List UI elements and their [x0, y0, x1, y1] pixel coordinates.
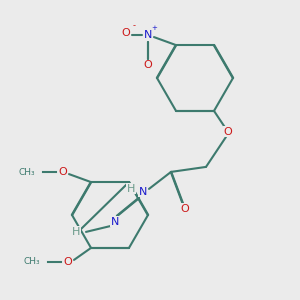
Text: O: O [58, 167, 68, 177]
Text: N: N [111, 217, 119, 227]
Text: O: O [224, 127, 232, 137]
Text: N: N [139, 187, 147, 197]
Text: CH₃: CH₃ [23, 257, 40, 266]
Text: O: O [122, 28, 130, 38]
Text: O: O [181, 204, 189, 214]
Text: +: + [151, 25, 157, 31]
Text: N: N [144, 30, 152, 40]
Text: O: O [64, 257, 72, 267]
Text: -: - [133, 22, 136, 31]
Text: H: H [72, 227, 80, 237]
Text: H: H [127, 184, 135, 194]
Text: CH₃: CH₃ [18, 168, 35, 177]
Text: O: O [144, 60, 152, 70]
